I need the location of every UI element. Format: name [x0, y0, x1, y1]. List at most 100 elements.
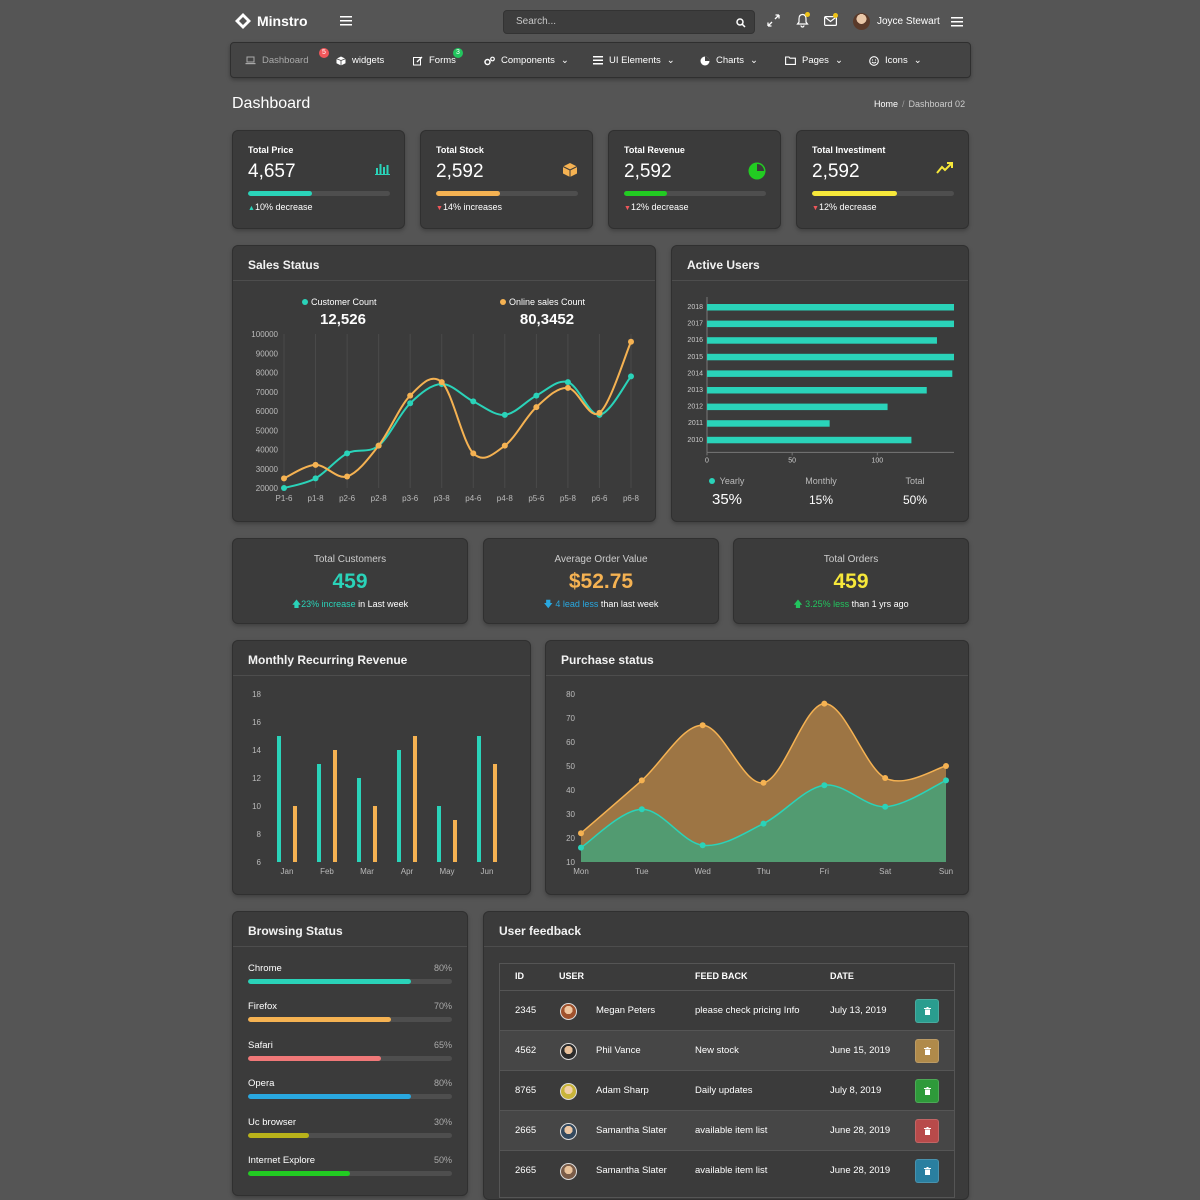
data-point [821, 782, 828, 789]
delete-button[interactable] [915, 1159, 939, 1183]
mail-dot [833, 13, 838, 18]
card-divider [672, 280, 968, 281]
data-point [578, 844, 584, 851]
kpi-rest: than last week [598, 599, 659, 609]
stat-footnote: ▼12% decrease [812, 202, 876, 212]
brand-logo[interactable]: Minstro [234, 12, 308, 30]
laptop-icon [245, 56, 256, 65]
bar [277, 736, 281, 862]
y-tick-label: 2010 [687, 437, 703, 444]
x-tick-label: P1-6 [276, 494, 293, 503]
nav-pages[interactable]: Pages ⌄ [785, 55, 843, 66]
legend-marker [709, 478, 715, 484]
user-name[interactable]: Joyce Stewart [877, 16, 940, 27]
stat-progress [812, 191, 954, 196]
mail-icon[interactable] [824, 16, 837, 26]
data-point [699, 842, 706, 849]
browser-name: Opera [248, 1078, 275, 1089]
x-tick-label: Mar [360, 867, 374, 876]
browser-progress-fill [248, 1171, 350, 1176]
bar [707, 436, 912, 444]
legend-label: Customer Count [311, 297, 377, 307]
x-tick-label: p6-8 [623, 494, 640, 503]
kpi-card-total-customers: Total Customers 459 🡅23% increase in Las… [232, 538, 468, 624]
delete-button[interactable] [915, 1119, 939, 1143]
series-area [581, 780, 946, 862]
bar-chart-icon [375, 164, 390, 175]
nav-ui-elements[interactable]: UI Elements ⌄ [593, 55, 675, 66]
row-id: 2665 [515, 1125, 537, 1136]
nav-label: Icons [885, 55, 908, 66]
stat-card-total-investment: Total Investiment 2,592 ▼12% decrease [796, 130, 969, 229]
browser-progress-fill [248, 1133, 310, 1138]
active-users-card: Active Users Yearly 35% Monthly 15% Tota… [671, 245, 969, 522]
options-menu-icon[interactable] [951, 17, 963, 30]
x-tick-label: Sat [879, 867, 892, 876]
trending-up-icon [936, 162, 953, 174]
feedback-table: ID USER FEED BACK DATE 2345 Megan Peters… [499, 963, 955, 1198]
y-tick-label: 14 [252, 746, 261, 755]
delete-button[interactable] [915, 1039, 939, 1063]
browser-row-firefox: Firefox 70% [248, 1001, 452, 1031]
browser-progress-fill [248, 1094, 412, 1099]
nav-forms[interactable]: Forms 3 [413, 48, 463, 66]
nav-icons[interactable]: Icons ⌄ [869, 55, 922, 66]
row-date: July 13, 2019 [830, 1005, 887, 1016]
arrow-up-icon: 🡅 [291, 599, 302, 609]
nav-dashboard[interactable]: Dashboard 5 [245, 48, 329, 66]
y-tick-label: 30 [566, 810, 575, 819]
bar [493, 764, 497, 862]
bar [357, 778, 361, 862]
search-input[interactable]: Search... [503, 10, 755, 34]
trash-icon [923, 1047, 931, 1055]
column-header-id: ID [515, 971, 524, 981]
kpi-card-total-orders: Total Orders 459 🡅 3.25% less than 1 yrs… [733, 538, 969, 624]
menu-toggle-icon[interactable] [340, 16, 352, 29]
x-tick-label: 50 [788, 457, 796, 464]
card-title: Purchase status [561, 653, 654, 667]
trend-down-icon: ▼ [436, 205, 443, 212]
trash-icon [923, 1167, 931, 1175]
y-tick-label: 2015 [687, 354, 703, 361]
nav-label: widgets [352, 55, 385, 66]
table-row: 2665 Samantha Slater available item list… [500, 1110, 954, 1150]
sales-status-card: Sales Status Customer Count 12,526 Onlin… [232, 245, 656, 522]
trend-up-icon: ▲ [248, 205, 255, 212]
y-tick-label: 50000 [256, 426, 279, 435]
x-tick-label: p5-6 [528, 494, 545, 503]
nav-widgets[interactable]: widgets [336, 55, 384, 66]
stat-title: Total Price [248, 145, 294, 155]
user-avatar[interactable] [853, 13, 870, 30]
bar [437, 806, 441, 862]
fullscreen-icon[interactable] [767, 14, 780, 27]
row-feedback: please check pricing Info [695, 1005, 800, 1016]
nav-components[interactable]: Components ⌄ [484, 55, 569, 66]
nav-charts[interactable]: Charts ⌄ [700, 55, 758, 66]
card-title: Monthly Recurring Revenue [248, 653, 408, 667]
browser-percent: 80% [433, 1078, 452, 1088]
breadcrumb-home[interactable]: Home [874, 99, 899, 109]
row-feedback: Daily updates [695, 1085, 753, 1096]
row-date: July 8, 2019 [830, 1085, 882, 1096]
browser-progress [248, 1094, 452, 1099]
browser-progress [248, 1056, 452, 1061]
x-tick-label: Mon [573, 867, 589, 876]
y-tick-label: 70000 [256, 388, 279, 397]
table-row: 8765 Adam Sharp Daily updates July 8, 20… [500, 1070, 954, 1110]
kpi-card-average-order: Average Order Value $52.75 🡇 4 lead less… [483, 538, 719, 624]
table-header: ID USER FEED BACK DATE [500, 964, 954, 990]
search-icon[interactable] [736, 15, 746, 29]
bell-icon[interactable] [796, 13, 809, 28]
delete-button[interactable] [915, 1079, 939, 1103]
browser-name: Chrome [248, 963, 282, 974]
card-title: Browsing Status [248, 924, 343, 938]
x-tick-label: p4-8 [497, 494, 514, 503]
data-point [578, 830, 584, 837]
x-tick-label: Apr [401, 867, 414, 876]
arrow-up-icon: 🡅 [793, 599, 803, 609]
stat-footnote: ▼12% decrease [624, 202, 688, 212]
delete-button[interactable] [915, 999, 939, 1023]
x-tick-label: 0 [705, 457, 709, 464]
browser-progress [248, 1171, 452, 1176]
x-tick-label: p6-6 [591, 494, 608, 503]
